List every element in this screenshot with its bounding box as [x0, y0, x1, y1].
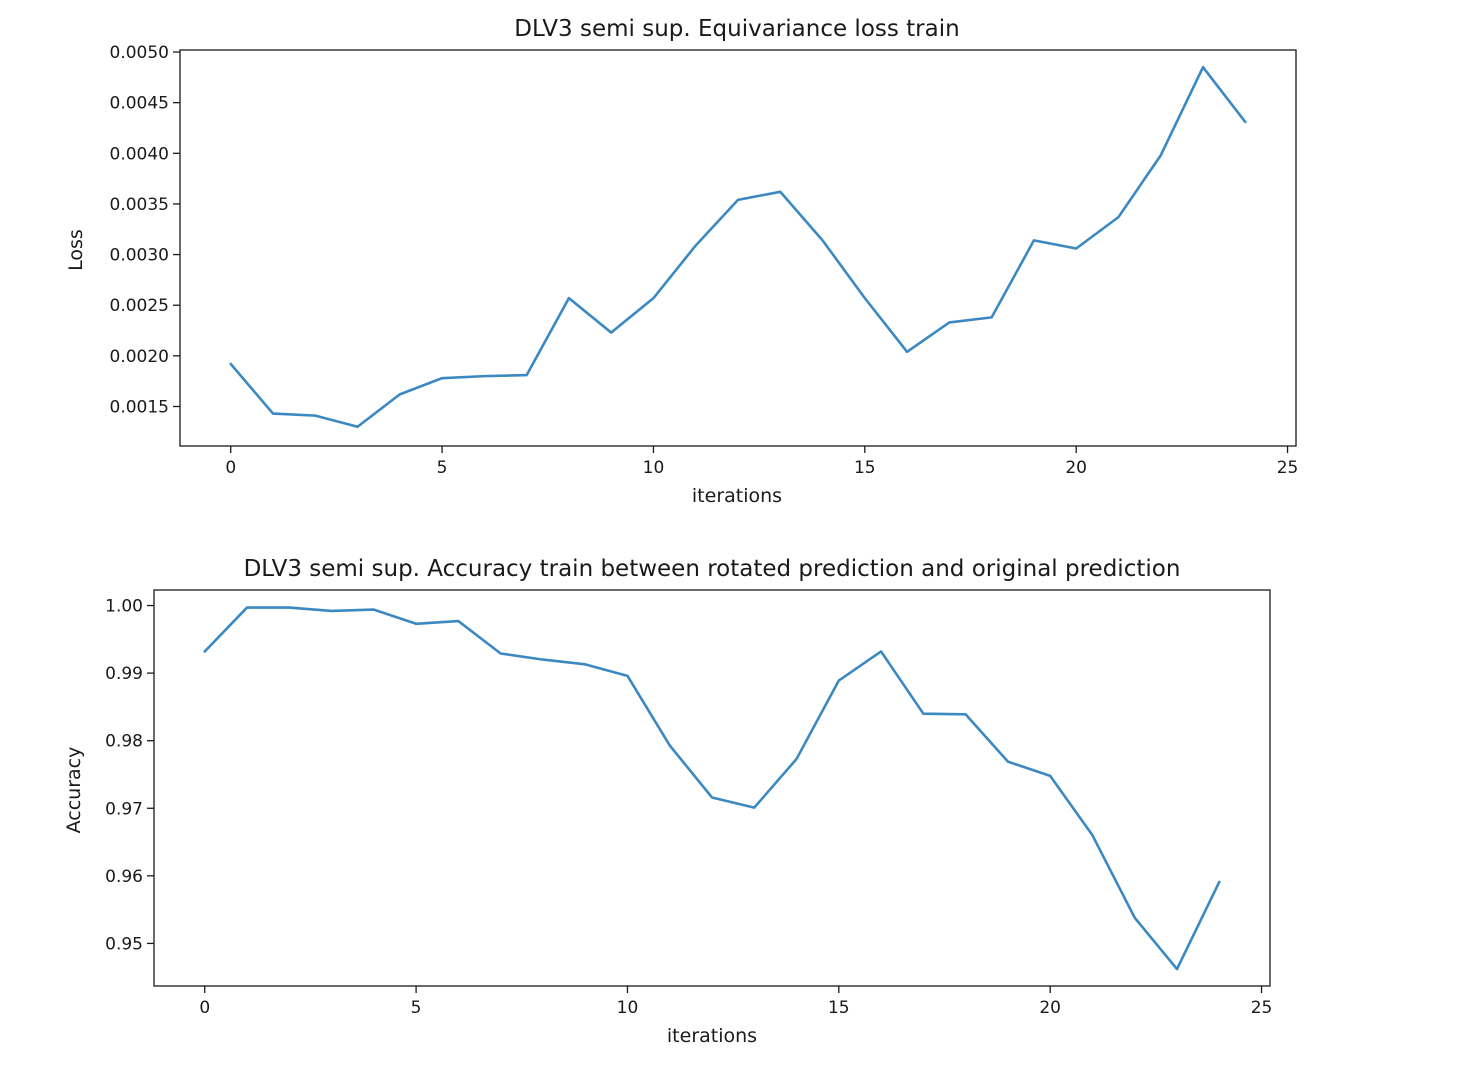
x-tick-label: 20	[1065, 458, 1087, 478]
x-tick-label: 0	[225, 458, 236, 478]
series-line	[203, 606, 1221, 971]
y-axis-label: Accuracy	[63, 747, 85, 834]
y-tick-label: 0.98	[105, 732, 143, 752]
y-tick-label: 0.0040	[110, 144, 169, 164]
x-tick-label: 15	[854, 458, 876, 478]
series-lines	[229, 65, 1247, 429]
x-tick-label: 25	[1251, 998, 1273, 1018]
y-tick-label: 1.00	[105, 597, 143, 617]
y-tick-label: 0.99	[105, 664, 143, 684]
y-tick-label: 0.95	[105, 934, 143, 954]
chart-title: DLV3 semi sup. Equivariance loss train	[514, 16, 959, 42]
y-tick-label: 0.96	[105, 867, 143, 887]
chart-title: DLV3 semi sup. Accuracy train between ro…	[244, 556, 1181, 582]
x-tick-label: 5	[437, 458, 448, 478]
series-lines	[203, 606, 1221, 971]
y-ticks: 0.0015 0.0020 0.0025 0.0030 0.0035 0.0040 0.00…	[110, 43, 180, 418]
y-tick-label: 0.97	[105, 799, 143, 819]
y-tick-label: 0.0045	[110, 94, 169, 114]
x-tick-label: 25	[1277, 458, 1299, 478]
y-ticks: 0.95 0.96 0.97 0.98 0.99 1.00	[105, 597, 154, 954]
x-axis-label: iterations	[667, 1025, 757, 1047]
chart-top-loss: DLV3 semi sup. Equivariance loss train 0…	[65, 16, 1298, 507]
x-tick-label: 5	[411, 998, 422, 1018]
plot-frame	[153, 589, 1271, 987]
chart-bottom-accuracy: DLV3 semi sup. Accuracy train between ro…	[63, 556, 1272, 1047]
y-tick-label: 0.0015	[110, 398, 169, 418]
y-tick-label: 0.0050	[110, 43, 169, 63]
y-tick-label: 0.0035	[110, 195, 169, 215]
x-tick-label: 10	[617, 998, 639, 1018]
y-tick-label: 0.0030	[110, 246, 169, 266]
x-tick-label: 10	[643, 458, 665, 478]
plot-frame	[179, 49, 1297, 447]
x-tick-label: 20	[1039, 998, 1061, 1018]
x-tick-label: 0	[199, 998, 210, 1018]
x-axis-label: iterations	[692, 485, 782, 507]
x-ticks: 0 5 10 15 20 25	[225, 446, 1298, 478]
x-tick-label: 15	[828, 998, 850, 1018]
y-axis-label: Loss	[65, 229, 87, 271]
x-ticks: 0 5 10 15 20 25	[199, 986, 1272, 1018]
series-line	[229, 65, 1247, 429]
y-tick-label: 0.0020	[110, 347, 169, 367]
y-tick-label: 0.0025	[110, 296, 169, 316]
